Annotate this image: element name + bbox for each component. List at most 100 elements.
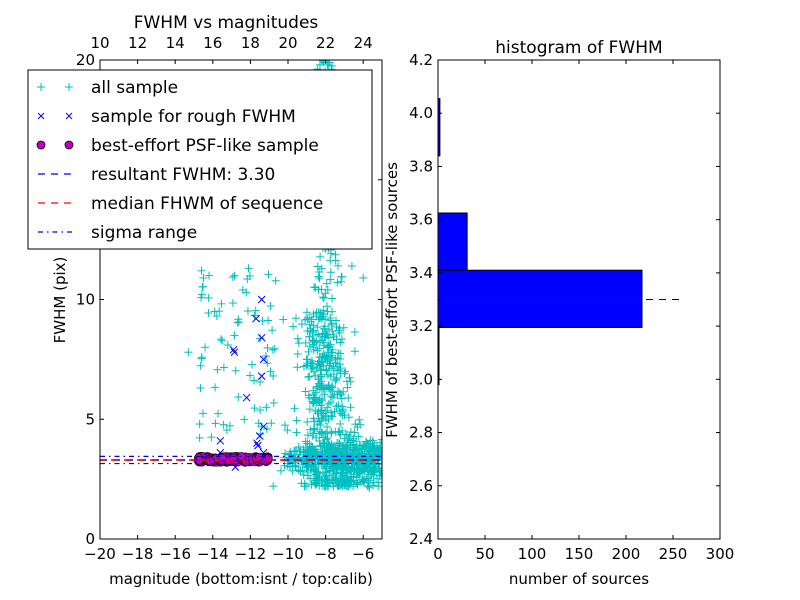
- plus-point: [279, 315, 288, 324]
- x-tick-label: 200: [612, 545, 641, 563]
- y-tick-label: 2.8: [409, 424, 433, 442]
- plus-point: [328, 327, 337, 336]
- y-tick-label: 3.8: [409, 157, 433, 175]
- plus-point: [307, 461, 316, 470]
- plus-point: [359, 273, 368, 282]
- plus-point: [346, 428, 355, 437]
- plus-point: [256, 406, 265, 415]
- plus-point: [354, 432, 363, 441]
- plus-point: [199, 273, 208, 282]
- plus-point: [319, 306, 328, 315]
- plus-point: [358, 476, 367, 485]
- plus-point: [269, 482, 278, 491]
- plus-point: [346, 403, 355, 412]
- plus-point: [321, 333, 330, 342]
- plus-point: [344, 475, 353, 484]
- y-tick-label: 0: [85, 530, 95, 548]
- scatter-panel: −20−18−16−14−12−10−8−6051015201012141618…: [27, 13, 383, 588]
- plus-point: [315, 360, 324, 369]
- plus-point: [197, 266, 206, 275]
- plus-point: [333, 454, 342, 463]
- plus-point: [322, 422, 331, 431]
- plus-point: [350, 328, 359, 337]
- plus-point: [319, 341, 328, 350]
- plus-point: [198, 282, 207, 291]
- x-tick-label: 300: [706, 545, 735, 563]
- x-marker-icon: [37, 112, 73, 120]
- plus-point: [305, 313, 314, 322]
- plus-point: [198, 409, 207, 418]
- plus-point: [355, 415, 364, 424]
- plus-point: [335, 360, 344, 369]
- plus-point: [305, 405, 314, 414]
- top-tick-label: 16: [203, 34, 222, 52]
- plus-point: [374, 482, 382, 491]
- plus-point: [311, 480, 320, 489]
- plus-point: [320, 438, 329, 447]
- plus-point: [311, 371, 320, 380]
- plus-point: [231, 366, 240, 375]
- plus-point: [348, 436, 357, 445]
- x-point: [257, 295, 266, 304]
- plus-point: [302, 355, 311, 364]
- plus-point: [303, 326, 312, 335]
- plus-point: [269, 371, 278, 380]
- x-point: [257, 333, 266, 342]
- plus-point: [329, 330, 338, 339]
- plus-point: [223, 341, 232, 350]
- plus-point: [331, 358, 340, 367]
- legend-item-all-sample: all sample: [37, 78, 178, 98]
- plus-point: [347, 457, 356, 466]
- plus-point: [326, 268, 335, 277]
- plus-point: [336, 470, 345, 479]
- plus-point: [322, 471, 331, 480]
- plus-point: [312, 479, 321, 488]
- plus-point: [210, 307, 219, 316]
- plus-point: [346, 377, 355, 386]
- x-tick-label: −20: [84, 545, 116, 563]
- plus-point: [316, 442, 325, 451]
- x-tick-label: −16: [159, 545, 191, 563]
- plus-point: [301, 315, 310, 324]
- plus-point: [348, 443, 357, 452]
- plus-point: [326, 356, 335, 365]
- x-point: [230, 348, 239, 357]
- top-tick-label: 24: [354, 34, 373, 52]
- legend-label: median FHWM of sequence: [91, 194, 323, 214]
- plus-point: [321, 289, 330, 298]
- plus-point: [205, 271, 214, 280]
- plus-point: [327, 408, 336, 417]
- plus-point: [266, 301, 275, 310]
- plus-point: [338, 411, 347, 420]
- plus-point: [305, 342, 314, 351]
- plus-point: [323, 447, 332, 456]
- plus-point: [270, 344, 279, 353]
- plus-point: [316, 337, 325, 346]
- plus-point: [317, 362, 326, 371]
- plus-point: [311, 406, 320, 415]
- plus-point: [297, 479, 306, 488]
- legend-label: sample for rough FWHM: [91, 107, 296, 127]
- scatter-ticks: −20−18−16−14−12−10−8−6051015201012141618…: [76, 34, 382, 563]
- legend-item-sigma-range: sigma range: [38, 223, 197, 243]
- plus-point: [316, 313, 325, 322]
- plus-point: [321, 464, 330, 473]
- plus-point: [248, 360, 257, 369]
- plus-point: [308, 397, 317, 406]
- plus-point: [250, 404, 259, 413]
- plus-point: [312, 331, 321, 340]
- plus-point: [335, 406, 344, 415]
- plus-point: [213, 365, 222, 374]
- plus-point: [346, 438, 355, 447]
- plus-point: [196, 361, 205, 370]
- top-tick-label: 12: [128, 34, 147, 52]
- plus-point: [339, 447, 348, 456]
- plus-point: [351, 420, 360, 429]
- plus-point: [216, 335, 225, 344]
- legend-item-median-fwhm: median FHWM of sequence: [38, 194, 323, 214]
- plus-point: [302, 308, 311, 317]
- legend-item-psf-sample: best-effort PSF-like sample: [36, 136, 319, 156]
- plus-point: [364, 474, 373, 483]
- plus-point: [316, 252, 325, 261]
- plus-point: [323, 60, 332, 69]
